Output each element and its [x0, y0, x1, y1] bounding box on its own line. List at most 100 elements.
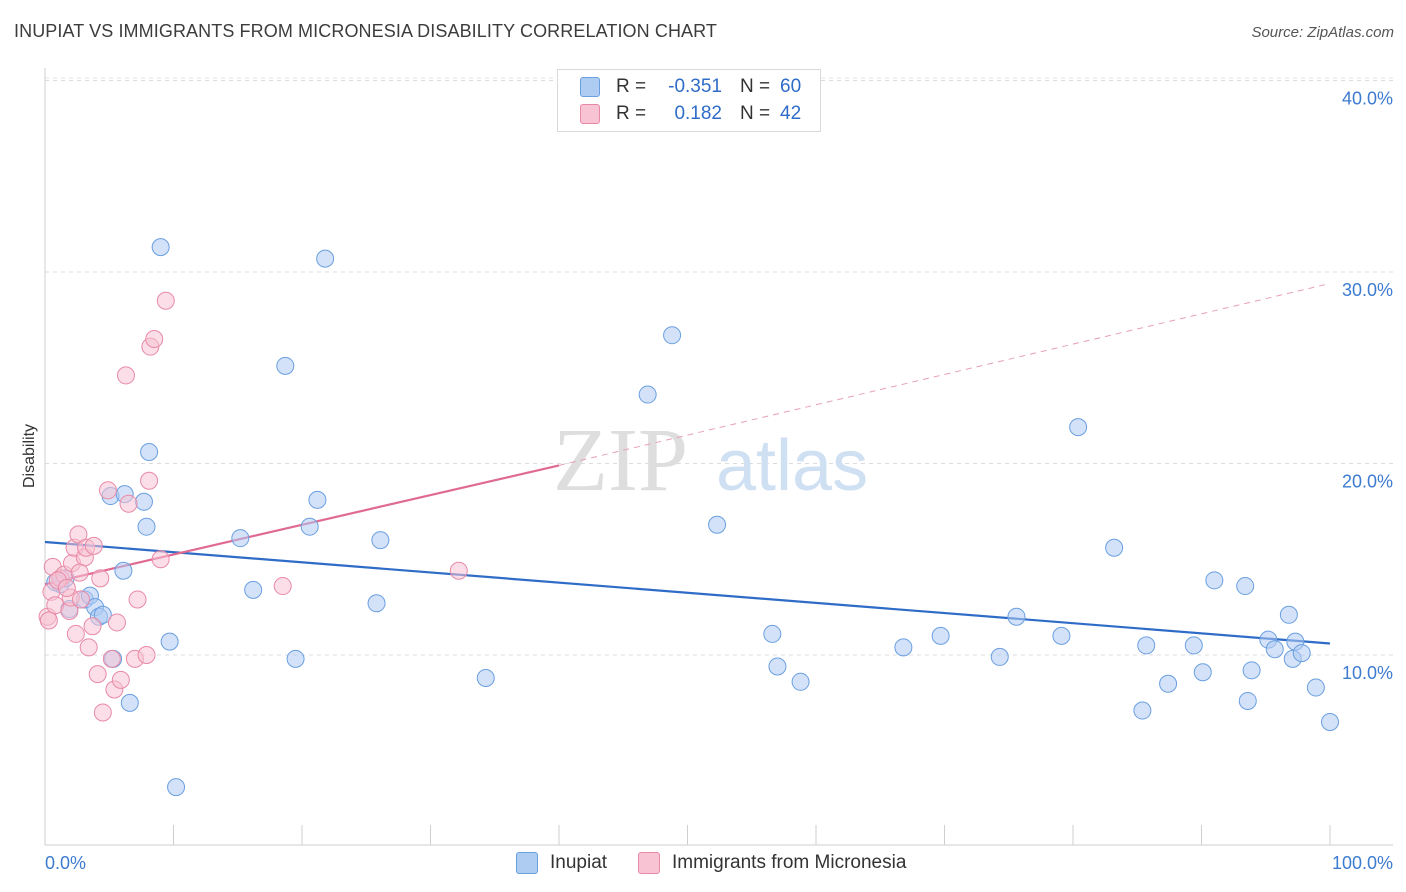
series-swatch-micronesia: [638, 852, 660, 874]
watermark-atlas: atlas: [716, 426, 868, 506]
point-micronesia: [156, 291, 175, 310]
series-swatch-inupiat: [516, 852, 538, 874]
point-inupiat: [1292, 644, 1311, 663]
source-credit: Source: ZipAtlas.com: [1251, 24, 1394, 41]
n-label: N =: [740, 103, 771, 124]
point-inupiat: [791, 672, 810, 691]
point-micronesia: [140, 471, 159, 490]
point-micronesia: [273, 577, 292, 596]
series-legend-micronesia[interactable]: Immigrants from Micronesia: [638, 852, 906, 874]
point-inupiat: [140, 443, 159, 462]
stats-legend-row-inupiat: R = -0.351 N = 60: [580, 75, 801, 99]
stats-legend: R = -0.351 N = 60 R = 0.182 N = 42: [557, 69, 821, 132]
point-inupiat: [1242, 661, 1261, 680]
series-legend-inupiat[interactable]: Inupiat: [516, 852, 607, 874]
x-tick-label: 100.0%: [1332, 853, 1393, 873]
point-inupiat: [1159, 674, 1178, 693]
axis-labels: 10.0% 20.0% 30.0% 40.0% 0.0% 100.0% Disability: [21, 89, 1393, 874]
axes: [44, 68, 1393, 846]
point-inupiat: [638, 385, 657, 404]
point-inupiat: [1236, 577, 1255, 596]
point-micronesia: [88, 665, 107, 684]
point-micronesia: [111, 670, 130, 689]
point-inupiat: [167, 778, 186, 797]
point-inupiat: [1279, 605, 1298, 624]
x-tick-label: 0.0%: [45, 853, 86, 873]
point-inupiat: [1193, 663, 1212, 682]
legend-swatch-micronesia: [580, 104, 600, 124]
point-inupiat: [763, 624, 782, 643]
point-micronesia: [137, 646, 156, 664]
grid-lines: [45, 77, 1393, 656]
point-inupiat: [1069, 418, 1088, 437]
point-micronesia: [151, 550, 170, 569]
y-tick-label: 30.0%: [1342, 280, 1393, 300]
y-tick-label: 20.0%: [1342, 472, 1393, 492]
point-inupiat: [286, 649, 305, 668]
point-micronesia: [83, 617, 102, 636]
point-inupiat: [663, 326, 682, 345]
point-inupiat: [120, 693, 139, 712]
point-micronesia: [66, 624, 85, 643]
point-inupiat: [1238, 691, 1257, 710]
watermark-zip: ZIP: [553, 411, 688, 510]
point-inupiat: [134, 492, 153, 511]
point-micronesia: [84, 536, 103, 555]
point-micronesia: [98, 481, 117, 500]
legend-swatch-inupiat: [580, 77, 600, 97]
point-micronesia: [128, 590, 147, 609]
point-inupiat: [316, 249, 335, 268]
point-inupiat: [1052, 626, 1071, 645]
r-label: R =: [616, 103, 647, 124]
n-value: 60: [780, 76, 802, 97]
point-inupiat: [151, 238, 170, 257]
point-micronesia: [69, 525, 88, 544]
series-label-micronesia: Immigrants from Micronesia: [672, 852, 907, 873]
point-inupiat: [160, 632, 179, 651]
point-inupiat: [276, 356, 295, 375]
point-inupiat: [367, 594, 386, 613]
point-inupiat: [231, 529, 250, 548]
point-micronesia: [119, 494, 138, 513]
point-inupiat: [1105, 538, 1124, 557]
point-inupiat: [1133, 701, 1152, 720]
point-inupiat: [371, 531, 390, 550]
point-micronesia: [39, 611, 58, 630]
r-value: -0.351: [668, 76, 722, 97]
point-inupiat: [990, 647, 1009, 666]
point-inupiat: [768, 657, 787, 676]
point-inupiat: [894, 638, 913, 657]
point-inupiat: [1184, 636, 1203, 655]
point-micronesia: [102, 649, 121, 668]
y-tick-label: 40.0%: [1342, 89, 1393, 109]
point-inupiat: [931, 626, 950, 645]
point-inupiat: [137, 517, 156, 536]
point-inupiat: [1137, 636, 1156, 655]
series-label-inupiat: Inupiat: [550, 852, 608, 873]
point-inupiat: [308, 490, 327, 509]
chart-title: INUPIAT VS IMMIGRANTS FROM MICRONESIA DI…: [14, 21, 718, 41]
r-value: 0.182: [674, 103, 722, 124]
point-micronesia: [116, 366, 135, 385]
trend-line-inupiat: [44, 540, 1331, 645]
point-inupiat: [244, 580, 263, 599]
point-micronesia: [449, 561, 468, 580]
point-micronesia: [145, 330, 164, 349]
point-inupiat: [1265, 640, 1284, 659]
y-tick-label: 10.0%: [1342, 663, 1393, 683]
n-value: 42: [780, 103, 802, 124]
point-inupiat: [300, 517, 319, 536]
point-inupiat: [93, 605, 112, 624]
series-legend: Inupiat Immigrants from Micronesia: [0, 852, 1406, 876]
point-inupiat: [1321, 713, 1339, 732]
n-label: N =: [740, 76, 771, 97]
point-micronesia: [107, 613, 126, 632]
point-inupiat: [1205, 571, 1224, 590]
point-micronesia: [70, 563, 89, 582]
r-label: R =: [616, 76, 647, 97]
watermark: ZIP atlas: [553, 411, 868, 510]
point-micronesia: [93, 703, 112, 722]
point-micronesia: [79, 638, 98, 657]
trend-line-micronesia-extended: [558, 283, 1331, 466]
